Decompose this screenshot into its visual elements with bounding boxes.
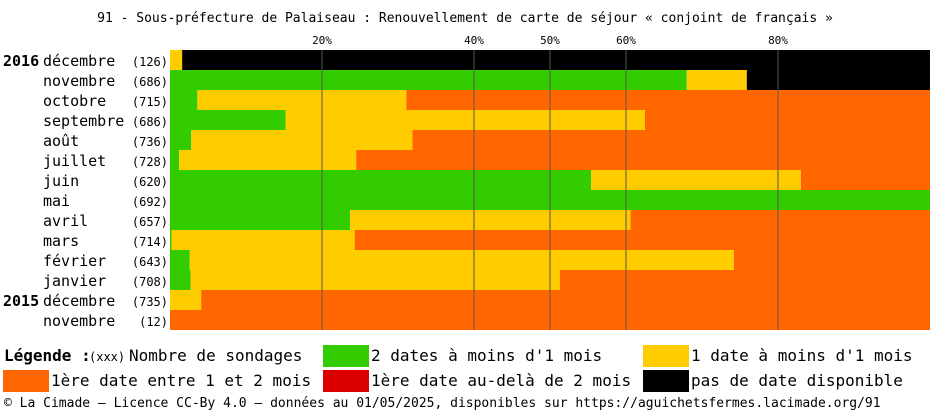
bar-segment-13-3	[201, 290, 930, 310]
bar-segment-1-5	[182, 50, 930, 70]
bar-segment-5-2	[191, 130, 413, 150]
bar-segment-1-2	[170, 50, 183, 70]
bar-segment-13-2	[170, 290, 202, 310]
bar-segment-10-3	[354, 230, 930, 250]
bar-segment-3-2	[197, 90, 407, 110]
legend-label-orange: 1ère date entre 1 et 2 mois	[51, 371, 312, 390]
bar-segment-4-3	[645, 110, 930, 130]
bar-segment-5-3	[412, 130, 930, 150]
footer-credit: © La Cimade — Licence CC-By 4.0 — donnée…	[4, 396, 881, 411]
legend-label-yellow: 1 date à moins d'1 mois	[691, 346, 913, 365]
row-year: 2015	[3, 292, 39, 310]
row-month: février	[43, 252, 106, 270]
row-month: octobre	[43, 92, 106, 110]
legend-row-2: 1ère date entre 1 et 2 mois 1ère date au…	[0, 370, 930, 392]
bar-segment-7-2	[591, 170, 801, 190]
bar-segment-4-2	[285, 110, 645, 130]
row-count: (643)	[132, 255, 168, 269]
row-month: mai	[43, 192, 70, 210]
legend-swatch-red	[323, 370, 369, 392]
row-month: novembre	[43, 312, 115, 330]
x-tick-label: 20%	[312, 34, 332, 47]
bar-segment-7-1	[170, 170, 592, 190]
bar-segment-6-3	[356, 150, 930, 170]
row-month: novembre	[43, 72, 115, 90]
row-count: (736)	[132, 135, 168, 149]
row-month: juin	[43, 172, 79, 190]
bar-segment-12-1	[170, 270, 191, 290]
row-count: (715)	[132, 95, 168, 109]
legend-label-red: 1ère date au-delà de 2 mois	[371, 371, 632, 390]
bar-segment-7-3	[800, 170, 930, 190]
bar-segment-4-1	[170, 110, 286, 130]
row-count: (708)	[132, 275, 168, 289]
bar-segment-3-1	[170, 90, 198, 110]
row-month: mars	[43, 232, 79, 250]
legend-label-green: 2 dates à moins d'1 mois	[371, 346, 603, 365]
bar-segment-9-2	[350, 210, 631, 230]
legend-swatch-orange	[3, 370, 49, 392]
row-month: septembre	[43, 112, 124, 130]
row-month: janvier	[43, 272, 106, 290]
row-month: août	[43, 132, 79, 150]
bar-segment-11-3	[733, 250, 930, 270]
legend-label-black: pas de date disponible	[691, 371, 903, 390]
legend-swatch-yellow	[643, 345, 689, 367]
legend-swatch-green	[323, 345, 369, 367]
bar-segment-11-2	[189, 250, 734, 270]
legend-count-hint: (xxx)	[89, 350, 126, 364]
bar-segment-6-1	[170, 150, 180, 170]
row-count: (735)	[132, 295, 168, 309]
x-tick-label: 40%	[464, 34, 484, 47]
x-tick-label: 80%	[768, 34, 788, 47]
stacked-bar-chart: 20% 40% 50% 60% 80% 2016 décembre (126)novembr…	[3, 34, 930, 330]
legend-count-label: Nombre de sondages	[129, 346, 303, 365]
chart-title: 91 - Sous-préfecture de Palaiseau : Reno…	[97, 11, 833, 26]
x-tick-label: 50%	[540, 34, 560, 47]
row-count: (657)	[132, 215, 168, 229]
bar-segment-2-5	[746, 70, 930, 90]
row-month: décembre	[43, 292, 115, 310]
bar-segment-9-1	[170, 210, 351, 230]
bar-segment-12-2	[190, 270, 560, 290]
bar-segment-2-1	[170, 70, 687, 90]
row-count: (692)	[132, 195, 168, 209]
row-year: 2016	[3, 52, 39, 70]
legend-swatch-black	[643, 370, 689, 392]
bar-segment-3-3	[406, 90, 930, 110]
row-count: (714)	[132, 235, 168, 249]
row-count: (12)	[139, 315, 168, 329]
row-count: (686)	[132, 75, 168, 89]
legend-title: Légende :	[4, 346, 91, 365]
bar-segment-9-3	[630, 210, 930, 230]
row-count: (728)	[132, 155, 168, 169]
bar-segment-2-2	[686, 70, 747, 90]
row-count: (126)	[132, 55, 168, 69]
legend-row-1: Légende : (xxx) Nombre de sondages 2 dat…	[0, 345, 930, 367]
x-tick-label: 60%	[616, 34, 636, 47]
row-month: décembre	[43, 52, 115, 70]
bar-segment-12-3	[559, 270, 930, 290]
bar-segment-10-2	[171, 230, 355, 250]
bar-segment-5-1	[170, 130, 192, 150]
bar-segment-10-1	[170, 230, 172, 250]
bar-segment-11-1	[170, 250, 190, 270]
row-month: juillet	[43, 152, 106, 170]
row-count: (686)	[132, 115, 168, 129]
row-count: (620)	[132, 175, 168, 189]
bar-segment-6-2	[179, 150, 357, 170]
row-month: avril	[43, 212, 88, 230]
